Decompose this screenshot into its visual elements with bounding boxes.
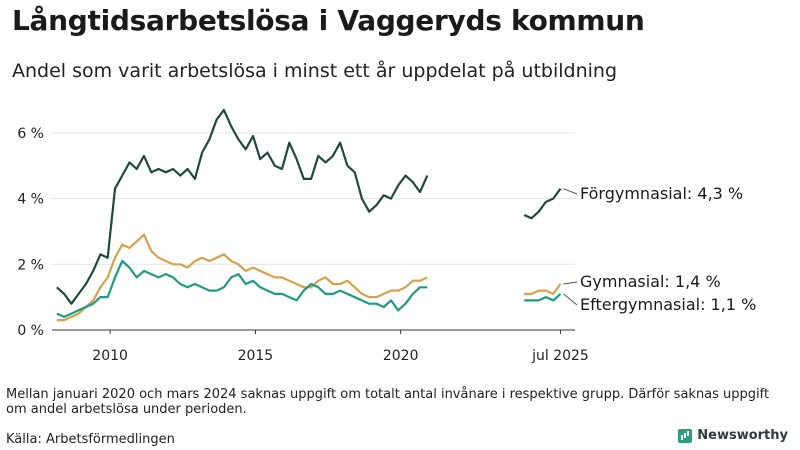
series-line-förgymnasial — [523, 188, 562, 220]
bar-chart-icon — [678, 428, 693, 443]
y-tick-label: 0 % — [17, 323, 44, 339]
end-label-gymnasial: Gymnasial: 1,4 % — [580, 272, 721, 291]
series-line-förgymnasial — [56, 108, 429, 305]
y-tick-label: 6 % — [17, 126, 44, 142]
end-label-eftergymnasial: Eftergymnasial: 1,1 % — [580, 295, 756, 314]
chart-subtitle: Andel som varit arbetslösa i minst ett å… — [12, 60, 618, 82]
grid — [52, 132, 575, 331]
x-tick-label: 2010 — [92, 348, 128, 364]
chart-title: Långtidsarbetslösa i Vaggeryds kommun — [12, 4, 645, 37]
series-line-gymnasial — [56, 233, 428, 322]
x-tick-label: jul 2025 — [531, 348, 589, 364]
axes: 0 % 2 % 4 % 6 % 2010 2015 2020 jul 2025 — [17, 126, 589, 364]
x-tick-label: 2015 — [238, 348, 274, 364]
y-tick-label: 4 % — [17, 192, 44, 208]
label-leader-line — [563, 281, 578, 285]
footnote: Mellan januari 2020 och mars 2024 saknas… — [6, 387, 770, 417]
brand-logo: Newsworthy — [678, 428, 788, 443]
series-line-eftergymnasial — [524, 293, 562, 302]
brand-name: Newsworthy — [697, 428, 788, 443]
series-lines — [56, 108, 562, 322]
label-leader-line — [563, 188, 578, 195]
x-tick-label: 2020 — [383, 348, 419, 364]
series-line-gymnasial — [524, 283, 562, 295]
line-chart: 0 % 2 % 4 % 6 % 2010 2015 2020 jul 2025 Förgymn… — [17, 108, 756, 364]
end-labels: Förgymnasial: 4,3 % Gymnasial: 1,4 % Efter… — [563, 184, 756, 314]
source-note: Källa: Arbetsförmedlingen — [6, 432, 175, 447]
y-tick-label: 2 % — [17, 257, 44, 273]
end-label-förgymnasial: Förgymnasial: 4,3 % — [580, 184, 743, 203]
label-leader-line — [563, 293, 578, 306]
series-line-eftergymnasial — [56, 259, 428, 318]
